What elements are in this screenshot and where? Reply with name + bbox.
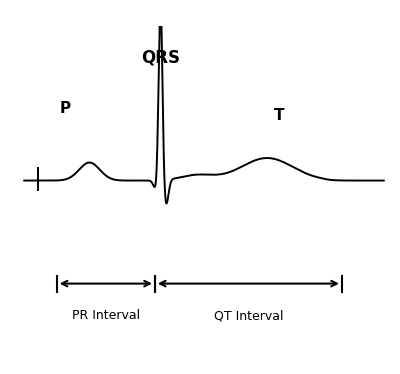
Text: T: T [274, 108, 284, 123]
Text: www.medscape.com: www.medscape.com [140, 4, 260, 18]
Text: Source: Pharmacotherapy © 2003 Pharmacotherapy Publications: Source: Pharmacotherapy © 2003 Pharmacot… [59, 359, 341, 368]
Text: QT Interval: QT Interval [214, 309, 283, 322]
Text: P: P [60, 101, 71, 116]
Text: PR Interval: PR Interval [72, 309, 140, 322]
Text: Medscape®: Medscape® [12, 4, 90, 18]
Text: QRS: QRS [141, 49, 180, 67]
